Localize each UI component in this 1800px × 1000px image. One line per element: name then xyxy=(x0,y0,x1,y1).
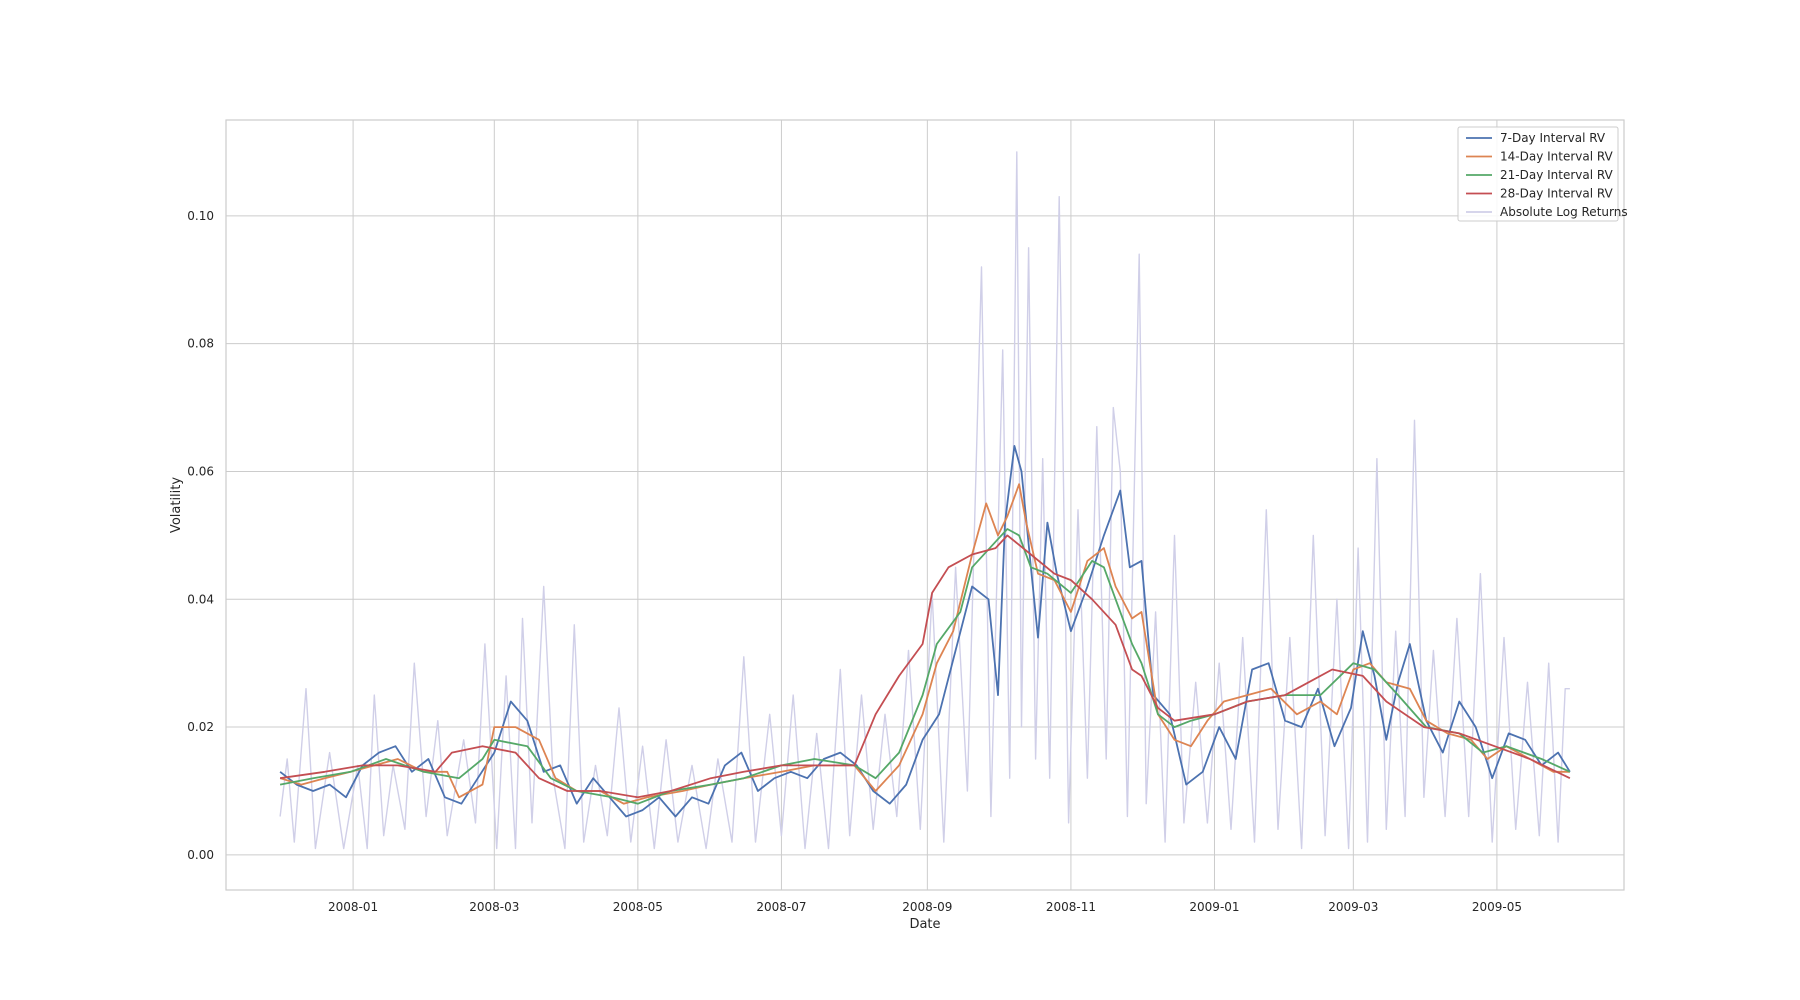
x-tick-label: 2008-09 xyxy=(902,900,952,914)
series-line-14-day-interval-rv xyxy=(279,483,1570,805)
series-line-7-day-interval-rv xyxy=(279,445,1571,818)
series-line-21-day-interval-rv xyxy=(279,528,1571,805)
y-axis-label: Volatility xyxy=(169,477,184,533)
legend-label: 28-Day Interval RV xyxy=(1500,187,1614,201)
y-tick-label: 0.04 xyxy=(187,592,214,606)
x-tick-label: 2008-05 xyxy=(613,900,663,914)
x-tick-labels: 2008-01 2008-03 2008-05 2008-07 2008-09 2008-… xyxy=(328,900,1522,914)
series-layer xyxy=(279,151,1571,850)
legend-items: 7-Day Interval RV 14-Day Interval RV 21-Da… xyxy=(1466,131,1628,219)
legend-label: 21-Day Interval RV xyxy=(1500,168,1614,182)
x-tick-label: 2008-11 xyxy=(1046,900,1096,914)
x-tick-label: 2008-03 xyxy=(469,900,519,914)
x-tick-label: 2009-03 xyxy=(1328,900,1378,914)
series-line-absolute-log-returns xyxy=(279,151,1570,850)
y-tick-label: 0.02 xyxy=(187,720,214,734)
y-tick-label: 0.10 xyxy=(187,209,214,223)
legend-label: 14-Day Interval RV xyxy=(1500,150,1614,164)
y-tick-labels: 0.00 0.02 0.04 0.06 0.08 0.10 xyxy=(187,209,214,862)
legend: 7-Day Interval RV 14-Day Interval RV 21-Da… xyxy=(1457,126,1628,222)
y-tick-label: 0.06 xyxy=(187,464,214,478)
plot-background xyxy=(226,120,1624,890)
series-line-28-day-interval-rv xyxy=(279,534,1571,799)
x-tick-label: 2009-01 xyxy=(1189,900,1239,914)
x-tick-label: 2008-07 xyxy=(756,900,806,914)
legend-box xyxy=(1457,126,1619,222)
legend-label: Absolute Log Returns xyxy=(1500,205,1628,219)
x-gridlines xyxy=(352,120,1498,890)
legend-label: 7-Day Interval RV xyxy=(1500,131,1606,145)
x-tick-label: 2008-01 xyxy=(328,900,378,914)
x-tick-label: 2009-05 xyxy=(1472,900,1522,914)
y-tick-label: 0.08 xyxy=(187,337,214,351)
plot-frame xyxy=(225,119,1625,891)
x-axis-label: Date xyxy=(909,917,940,932)
y-tick-label: 0.00 xyxy=(187,848,214,862)
